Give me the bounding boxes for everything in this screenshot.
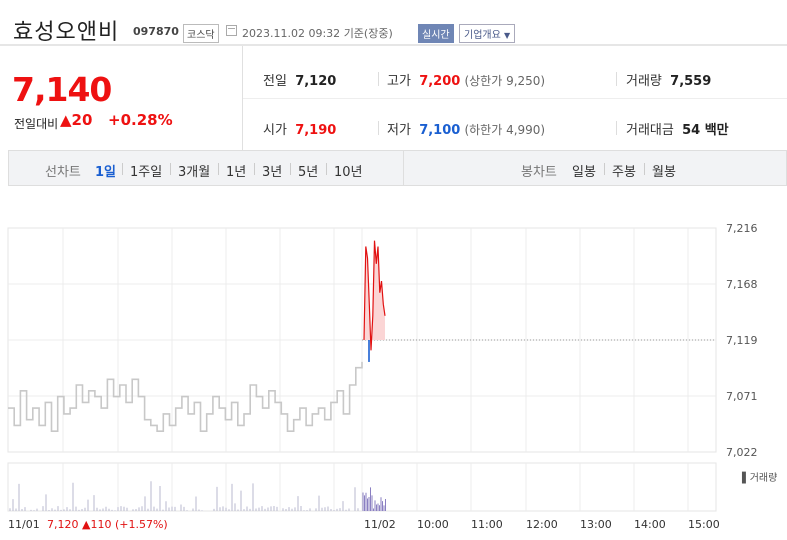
current-price: 7,140	[12, 70, 112, 109]
chart-canvas: 7,216 7,168 7,119 7,071 7,022 ▌거래량 11/01 11/02 1…	[7, 222, 777, 531]
tab-10y[interactable]: 10년	[334, 165, 363, 180]
trade-amount: 거래대금 54 백만	[626, 123, 729, 138]
chart-grid	[7, 227, 717, 512]
prev-day-summary: 7,120 ▲110 (+1.57%)	[47, 518, 168, 531]
low-price: 저가 7,100 (하한가 4,990)	[387, 123, 546, 138]
tab-3m[interactable]: 3개월	[178, 165, 211, 180]
market-badge: 코스닥	[183, 24, 219, 43]
tab-3y[interactable]: 3년	[262, 165, 283, 180]
chart-axis-labels: 7,216 7,168 7,119 7,071 7,022 ▌거래량 11/01 11/02 1…	[8, 222, 777, 531]
tab-1d[interactable]: 1일	[95, 165, 117, 180]
x-tick-label: 12:00	[526, 518, 558, 531]
x-tick-label: 14:00	[634, 518, 666, 531]
company-overview-button[interactable]: 기업개요 ▼	[459, 24, 516, 43]
stock-header: 효성오앤비 097870 코스닥 2023.11.02 09:32 기준(장중)…	[0, 0, 787, 46]
y-tick-label: 7,071	[726, 390, 758, 403]
current-price-box: 7,140 전일대비 ▲20 +0.28%	[0, 46, 243, 150]
y-tick-label: 7,168	[726, 278, 758, 291]
volume-bars	[9, 481, 386, 511]
x-tick-label: 11/02	[364, 518, 396, 531]
y-tick-label: 7,022	[726, 446, 758, 459]
prev-day-price-line	[8, 361, 363, 432]
today-price-line	[363, 240, 386, 351]
tab-daily-candle[interactable]: 일봉	[572, 165, 596, 180]
timestamp: 2023.11.02 09:32 기준(장중)	[242, 27, 393, 40]
open-price: 시가 7,190	[263, 123, 337, 138]
x-tick-label: 15:00	[688, 518, 720, 531]
change-percent: +0.28%	[108, 111, 173, 129]
x-tick-label: 11/01	[8, 518, 40, 531]
high-price: 고가 7,200 (상한가 9,250)	[387, 74, 546, 89]
today-up-area	[364, 240, 385, 351]
volume: 거래량 7,559	[626, 74, 712, 89]
chevron-down-icon: ▼	[504, 31, 511, 40]
candle-chart-label: 봉차트	[521, 165, 557, 180]
change-value: ▲20	[60, 111, 93, 129]
change-label: 전일대비	[14, 117, 59, 131]
tab-1w[interactable]: 1주일	[130, 165, 163, 180]
stock-code: 097870	[133, 25, 179, 38]
line-chart-label: 선차트	[45, 165, 81, 180]
tab-weekly-candle[interactable]: 주봉	[612, 165, 636, 180]
calendar-icon	[226, 25, 237, 36]
tab-monthly-candle[interactable]: 월봉	[652, 165, 676, 180]
y-tick-label: 7,119	[726, 334, 758, 347]
prev-close: 전일 7,120	[263, 74, 337, 89]
price-info-grid: 전일 7,120 고가 7,200 (상한가 9,250) 거래량 7,559 …	[243, 46, 787, 150]
price-lines	[8, 240, 716, 432]
tab-1y[interactable]: 1년	[226, 165, 247, 180]
chart-tab-bar: 선차트 1일 1주일 3개월 1년 3년 5년 10년 봉차트 일봉 주봉 월봉	[8, 150, 787, 186]
realtime-button[interactable]: 실시간	[418, 24, 454, 43]
x-tick-label: 13:00	[580, 518, 612, 531]
stock-name: 효성오앤비	[13, 20, 120, 45]
intraday-chart: 7,216 7,168 7,119 7,071 7,022 ▌거래량 11/01 11/02 1…	[0, 186, 787, 540]
tab-5y[interactable]: 5년	[298, 165, 319, 180]
x-tick-label: 10:00	[417, 518, 449, 531]
y-tick-label: 7,216	[726, 222, 758, 235]
x-tick-label: 11:00	[471, 518, 503, 531]
volume-legend: ▌거래량	[741, 471, 777, 484]
